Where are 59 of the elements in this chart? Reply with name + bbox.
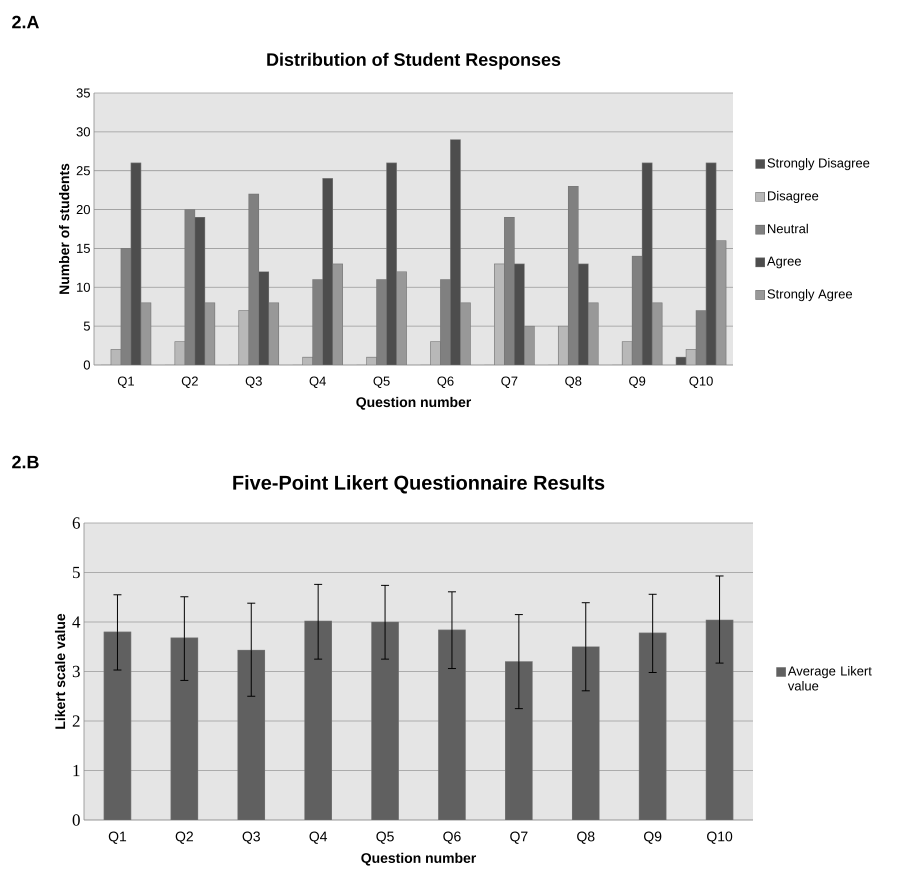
legend-label: Strongly Disagree [768, 158, 870, 170]
x-tick-label: Q3 [242, 832, 260, 844]
x-tick-label: Q7 [510, 832, 528, 844]
legend-label: Disagree [768, 190, 818, 203]
x-tick-label: Q10 [689, 376, 713, 388]
bar [572, 646, 600, 820]
text: 2.B [12, 456, 39, 468]
y-axis-title: Likert scale value [54, 614, 66, 729]
x-tick-label: Q2 [176, 832, 193, 844]
y-tick-label: 6 [72, 517, 80, 529]
y-tick-label: 10 [77, 282, 90, 292]
y-tick-label: 35 [76, 88, 90, 98]
x-tick-label: Q6 [437, 376, 454, 388]
x-tick-label: Q10 [707, 832, 732, 844]
x-tick-label: Q8 [565, 376, 582, 388]
y-tick-label: 2 [72, 715, 80, 727]
x-tick-label: Q7 [501, 376, 518, 388]
y-tick-label: 0 [84, 360, 90, 370]
bar [438, 630, 466, 820]
y-tick-label: 1 [73, 764, 80, 776]
y-tick-label: 25 [76, 166, 90, 176]
y-tick-label: 15 [77, 244, 90, 253]
chart-title: Distribution of Student Responses [267, 52, 560, 70]
x-tick-label: Q3 [246, 376, 262, 388]
legend-label: Agree [766, 256, 801, 268]
y-tick-label: 20 [76, 204, 90, 214]
legend-label: Strongly Agree [768, 289, 852, 302]
x-axis-title: Question number [356, 396, 472, 410]
bar [706, 620, 734, 820]
y-tick-label: 5 [72, 566, 80, 578]
x-tick-label: Q9 [644, 832, 662, 844]
y-axis-title: Number of students [58, 164, 70, 294]
y-tick-label: 5 [84, 322, 90, 331]
x-tick-label: Q9 [629, 376, 646, 388]
y-tick-label: 0 [72, 814, 80, 826]
bar [170, 638, 198, 820]
x-tick-label: Q6 [443, 832, 461, 844]
x-axis-title: Question number [361, 852, 476, 866]
text: 2.A [12, 16, 39, 28]
legend-label: Average Likert value [788, 666, 872, 691]
x-tick-label: Q5 [376, 832, 394, 844]
x-tick-label: Q4 [310, 376, 326, 388]
x-tick-label: Q1 [108, 832, 126, 844]
x-tick-label: Q5 [374, 376, 390, 388]
x-tick-label: Q1 [118, 376, 134, 388]
bar [104, 632, 132, 820]
bar [638, 632, 666, 820]
bar [237, 650, 266, 820]
x-tick-label: Q2 [182, 376, 198, 388]
bar [505, 661, 533, 820]
y-tick-label: 4 [72, 616, 80, 628]
y-tick-label: 30 [76, 127, 90, 136]
y-tick-label: 3 [72, 666, 80, 678]
chart-title: Five-Point Likert Questionnaire Results [233, 475, 604, 494]
x-tick-label: Q4 [310, 832, 328, 844]
x-tick-label: Q8 [577, 832, 594, 844]
bar [371, 622, 399, 820]
legend-label: Neutral [768, 224, 808, 234]
bar [304, 620, 332, 820]
